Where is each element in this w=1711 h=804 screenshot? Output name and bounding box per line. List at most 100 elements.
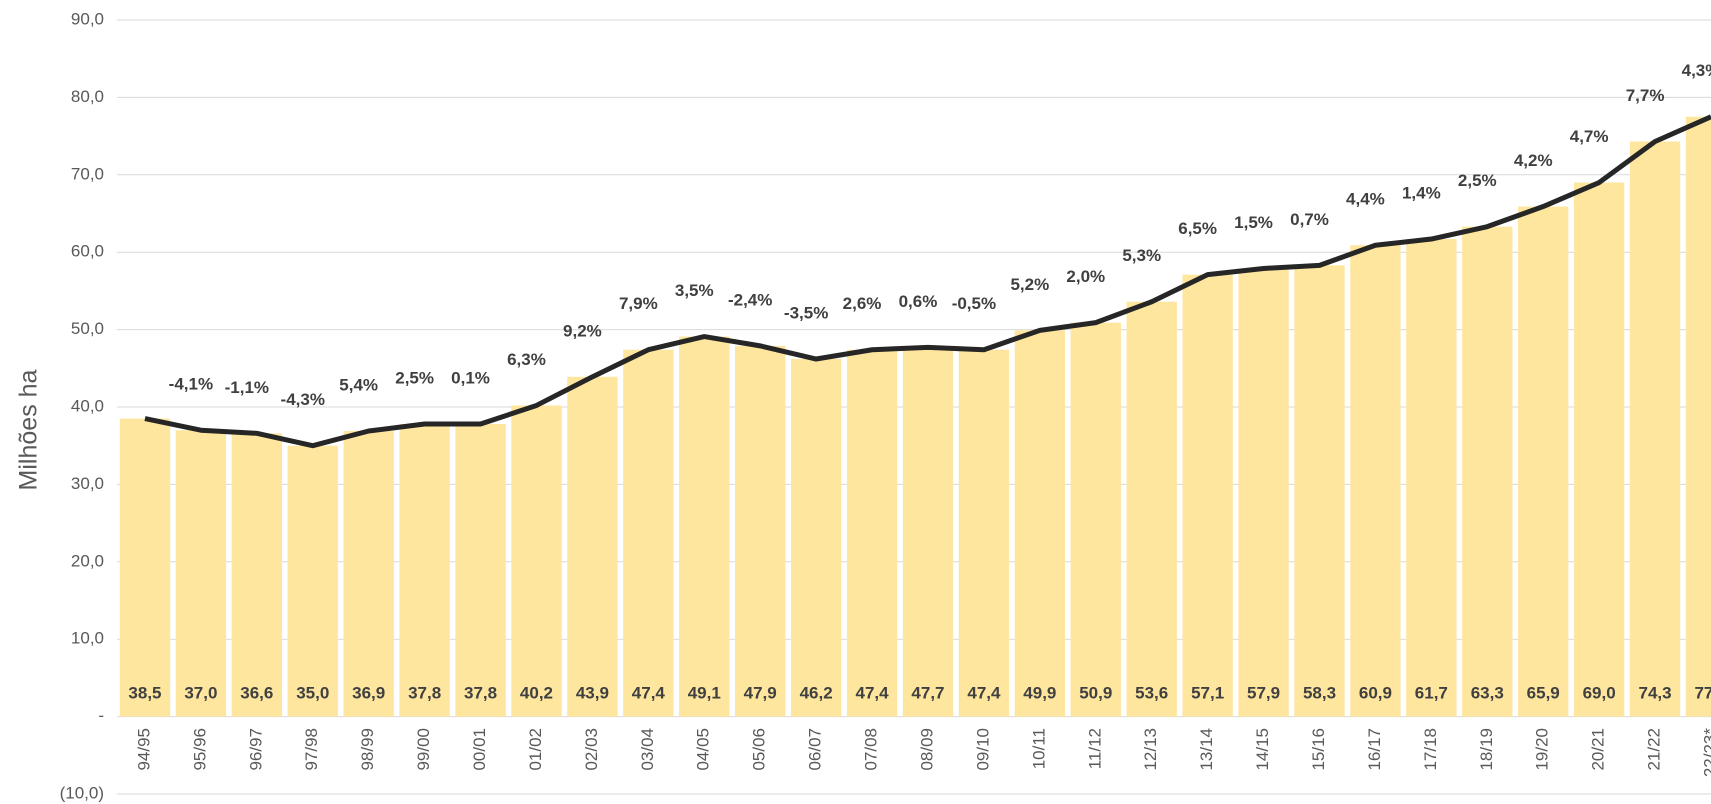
x-tick-label: 01/02 [526, 728, 545, 771]
bar-value-label: 49,9 [1023, 683, 1056, 702]
y-tick-label: 80,0 [71, 87, 104, 106]
x-tick-label: 17/18 [1421, 728, 1440, 771]
bar-value-label: 74,3 [1639, 683, 1672, 702]
y-tick-label: 90,0 [71, 9, 104, 28]
growth-label: 2,0% [1066, 267, 1105, 286]
bar [1014, 330, 1066, 717]
x-tick-label: 22/23* [1700, 728, 1711, 778]
bar [231, 433, 282, 717]
growth-label: 2,6% [843, 294, 882, 313]
growth-label: -2,4% [728, 290, 772, 309]
growth-label: 1,5% [1234, 213, 1273, 232]
y-tick-label: 20,0 [71, 551, 104, 570]
growth-label: 4,7% [1570, 127, 1609, 146]
x-tick-label: 18/19 [1477, 728, 1496, 771]
bar [846, 349, 898, 717]
bar [455, 424, 506, 717]
bar-value-label: 65,9 [1527, 683, 1560, 702]
x-tick-label: 04/05 [694, 728, 713, 771]
bar [1126, 301, 1177, 717]
growth-label: 0,1% [451, 369, 490, 388]
x-tick-label: 96/97 [246, 728, 265, 771]
y-tick-label: 30,0 [71, 474, 104, 493]
growth-label: -0,5% [952, 294, 996, 313]
growth-label: 2,5% [1458, 171, 1497, 190]
line [144, 114, 1711, 449]
bar [1182, 274, 1233, 717]
growth-label: 9,2% [563, 321, 602, 340]
bar-value-label: 53,6 [1135, 683, 1168, 702]
x-tick-label: 98/99 [358, 728, 377, 771]
bar [399, 424, 450, 717]
x-tick-label: 11/12 [1085, 728, 1104, 769]
growth-label: 4,3% [1682, 61, 1711, 80]
x-tick-label: 00/01 [470, 728, 489, 771]
growth-label: -1,1% [225, 378, 269, 397]
bar [1406, 239, 1457, 717]
growth-label: 6,5% [1178, 219, 1217, 238]
x-tick-label: 21/22 [1645, 728, 1664, 771]
bar-value-label: 38,5 [128, 683, 161, 702]
x-tick-label: 94/95 [134, 728, 153, 771]
bar-value-label: 40,2 [520, 683, 553, 702]
bar-value-label: 69,0 [1583, 683, 1616, 702]
y-tick-label: 70,0 [71, 164, 104, 183]
bar [287, 445, 338, 717]
x-tick-label: 15/16 [1309, 728, 1328, 771]
growth-label: -3,5% [784, 303, 828, 322]
x-tick-label: 99/00 [414, 728, 433, 771]
growth-label: 7,9% [619, 294, 658, 313]
growth-label: -4,1% [169, 375, 213, 394]
bar [1462, 226, 1513, 717]
bar [679, 336, 730, 717]
bar [1238, 268, 1289, 717]
bar [735, 345, 786, 717]
bar-value-label: 37,8 [408, 683, 441, 702]
bar [790, 359, 842, 717]
bar [623, 349, 674, 717]
bar [1518, 206, 1569, 717]
bar [958, 349, 1010, 717]
x-tick-label: 12/13 [1141, 728, 1160, 771]
bar [511, 405, 562, 717]
bar-value-label: 63,3 [1471, 683, 1504, 702]
bar-value-label: 57,9 [1247, 683, 1280, 702]
bar-value-label: 47,9 [744, 683, 777, 702]
bar-value-label: 43,9 [576, 683, 609, 702]
y-tick-label: 60,0 [71, 242, 104, 261]
bar-value-label: 61,7 [1415, 683, 1448, 702]
bar-value-label: 47,7 [911, 683, 944, 702]
x-tick-label: 97/98 [302, 728, 321, 771]
growth-label: 2,5% [395, 369, 434, 388]
x-tick-label: 09/10 [973, 728, 992, 771]
y-tick-label: 10,0 [71, 629, 104, 648]
bar [175, 430, 227, 717]
y-tick-label: - [98, 706, 104, 725]
bar [1685, 116, 1711, 717]
growth-label: 5,2% [1010, 275, 1049, 294]
y-tick-label: 50,0 [71, 319, 104, 338]
x-tick-label: 19/20 [1533, 728, 1552, 771]
y-axis-title: Milhões ha [15, 369, 43, 490]
bar [567, 376, 618, 717]
y-tick-label: 40,0 [71, 396, 104, 415]
bar-value-label: 47,4 [632, 683, 666, 702]
x-tick-label: 14/15 [1253, 728, 1272, 771]
x-tick-label: 95/96 [190, 728, 209, 771]
growth-label: 1,4% [1402, 184, 1441, 203]
bar-value-label: 37,8 [464, 683, 497, 702]
growth-label: 4,2% [1514, 151, 1553, 170]
bar-value-label: 60,9 [1359, 683, 1392, 702]
growth-label: 3,5% [675, 281, 714, 300]
growth-label: 4,4% [1346, 190, 1385, 209]
bar-value-label: 57,1 [1191, 683, 1224, 702]
x-tick-label: 13/14 [1197, 728, 1216, 771]
growth-label: -4,3% [281, 390, 325, 409]
growth-label: 0,6% [899, 292, 938, 311]
x-tick-label: 16/17 [1365, 728, 1384, 771]
bar-value-label: 77,5 [1694, 683, 1711, 702]
bar-value-label: 36,6 [240, 683, 273, 702]
x-tick-label: 06/07 [806, 728, 825, 771]
x-tick-label: 08/09 [917, 728, 936, 771]
x-tick-label: 05/06 [750, 728, 769, 771]
